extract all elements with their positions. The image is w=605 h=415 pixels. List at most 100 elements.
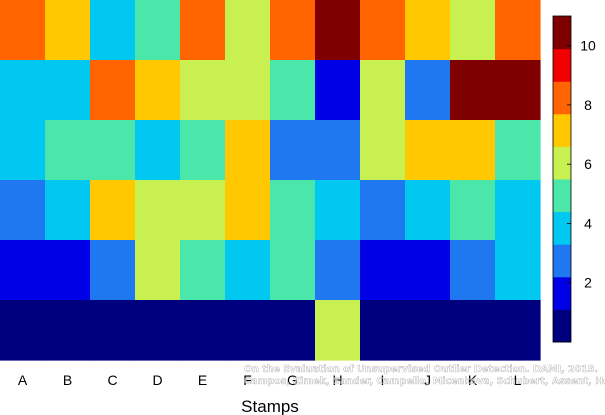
heatmap-cell-A-row2 bbox=[0, 60, 46, 121]
heatmap-cell-J-row2 bbox=[405, 60, 451, 121]
heatmap-cell-H-row2 bbox=[315, 60, 361, 121]
x-tick-label: F bbox=[243, 372, 252, 388]
heatmap-cell-D-row3 bbox=[135, 120, 181, 181]
heatmap-cell-J-row1 bbox=[405, 0, 451, 61]
heatmap-cell-L-row4 bbox=[495, 180, 541, 241]
heatmap-cell-G-row1 bbox=[270, 0, 316, 61]
heatmap-cell-C-row3 bbox=[90, 120, 136, 181]
heatmap-cell-L-row6 bbox=[495, 300, 541, 361]
heatmap-cell-H-row4 bbox=[315, 180, 361, 241]
x-tick-label: I bbox=[381, 372, 385, 388]
x-tick-label: L bbox=[514, 372, 522, 388]
heatmap-cell-E-row2 bbox=[180, 60, 226, 121]
colorbar-tick-label: 4 bbox=[584, 215, 592, 231]
colorbar-segment bbox=[553, 81, 571, 115]
heatmap-cell-B-row1 bbox=[45, 0, 91, 61]
heatmap-cell-G-row2 bbox=[270, 60, 316, 121]
heatmap-cell-I-row4 bbox=[360, 180, 406, 241]
x-tick-label: D bbox=[152, 372, 162, 388]
heatmap-cell-L-row3 bbox=[495, 120, 541, 181]
heatmap-cell-K-row3 bbox=[450, 120, 496, 181]
colorbar-segment bbox=[553, 146, 571, 180]
watermark-line-2: Campos, Zimek, Sander, Campello, Micenko… bbox=[244, 376, 605, 387]
heatmap-cell-J-row4 bbox=[405, 180, 451, 241]
colorbar-segment bbox=[553, 113, 571, 147]
heatmap-cell-K-row2 bbox=[450, 60, 496, 121]
colorbar-frame bbox=[552, 15, 572, 343]
colorbar-tick-label: 2 bbox=[584, 275, 592, 291]
x-tick-labels: A B C D E F G H I J K L bbox=[18, 372, 522, 388]
heatmap-cells bbox=[0, 0, 541, 361]
heatmap-cell-H-row3 bbox=[315, 120, 361, 181]
watermark-line-1: On the Evaluation of Unsupervised Outlie… bbox=[244, 364, 598, 375]
heatmap-cell-C-row5 bbox=[90, 240, 136, 301]
heatmap-cell-K-row5 bbox=[450, 240, 496, 301]
heatmap-cell-A-row4 bbox=[0, 180, 46, 241]
heatmap-cell-L-row5 bbox=[495, 240, 541, 301]
heatmap-cell-F-row4 bbox=[225, 180, 271, 241]
heatmap-cell-H-row6 bbox=[315, 300, 361, 361]
heatmap-cell-G-row6 bbox=[270, 300, 316, 361]
colorbar-tick-labels: 2 4 6 8 10 bbox=[567, 38, 596, 291]
heatmap-cell-F-row1 bbox=[225, 0, 271, 61]
x-tick-label: E bbox=[198, 372, 207, 388]
heatmap-cell-L-row1 bbox=[495, 0, 541, 61]
heatmap-cell-A-row3 bbox=[0, 120, 46, 181]
heatmap-cell-D-row5 bbox=[135, 240, 181, 301]
heatmap-cell-G-row3 bbox=[270, 120, 316, 181]
heatmap-cell-H-row1 bbox=[315, 0, 361, 61]
colorbar-tick-label: 10 bbox=[580, 38, 596, 54]
heatmap-cell-E-row4 bbox=[180, 180, 226, 241]
heatmap-cell-F-row2 bbox=[225, 60, 271, 121]
colorbar-segment bbox=[553, 244, 571, 278]
heatmap-cell-A-row1 bbox=[0, 0, 46, 61]
x-tick-label: B bbox=[63, 372, 72, 388]
colorbar-tick-label: 6 bbox=[584, 156, 592, 172]
heatmap-cell-J-row3 bbox=[405, 120, 451, 181]
heatmap-cell-B-row3 bbox=[45, 120, 91, 181]
heatmap-cell-F-row3 bbox=[225, 120, 271, 181]
heatmap-cell-J-row6 bbox=[405, 300, 451, 361]
heatmap-cell-L-row2 bbox=[495, 60, 541, 121]
heatmap-cell-I-row6 bbox=[360, 300, 406, 361]
heatmap-cell-D-row1 bbox=[135, 0, 181, 61]
colorbar-segment bbox=[553, 179, 571, 213]
colorbar-tick-label: 8 bbox=[584, 97, 592, 113]
heatmap-cell-C-row4 bbox=[90, 180, 136, 241]
heatmap-cell-K-row4 bbox=[450, 180, 496, 241]
heatmap-cell-D-row2 bbox=[135, 60, 181, 121]
heatmap-cell-K-row1 bbox=[450, 0, 496, 61]
heatmap-cell-B-row5 bbox=[45, 240, 91, 301]
heatmap-cell-K-row6 bbox=[450, 300, 496, 361]
colorbar-segment bbox=[553, 309, 571, 343]
heatmap-cell-B-row4 bbox=[45, 180, 91, 241]
heatmap-cell-F-row6 bbox=[225, 300, 271, 361]
heatmap-cell-B-row2 bbox=[45, 60, 91, 121]
heatmap-cell-I-row3 bbox=[360, 120, 406, 181]
x-axis-title: Stamps bbox=[241, 397, 299, 415]
x-tick-label: G bbox=[287, 372, 298, 388]
heatmap-cell-I-row1 bbox=[360, 0, 406, 61]
heatmap-cell-B-row6 bbox=[45, 300, 91, 361]
heatmap-cell-I-row2 bbox=[360, 60, 406, 121]
heatmap-cell-C-row2 bbox=[90, 60, 136, 121]
heatmap-cell-E-row6 bbox=[180, 300, 226, 361]
x-tick-label: C bbox=[107, 372, 117, 388]
heatmap-cell-E-row5 bbox=[180, 240, 226, 301]
heatmap-cell-D-row6 bbox=[135, 300, 181, 361]
colorbar-segment bbox=[553, 48, 571, 82]
heatmap-cell-G-row4 bbox=[270, 180, 316, 241]
heatmap-cell-C-row1 bbox=[90, 0, 136, 61]
colorbar-segment bbox=[553, 211, 571, 245]
heatmap-cell-J-row5 bbox=[405, 240, 451, 301]
colorbar bbox=[552, 15, 572, 343]
heatmap-cell-F-row5 bbox=[225, 240, 271, 301]
x-tick-label: H bbox=[332, 372, 342, 388]
x-tick-label: J bbox=[424, 372, 431, 388]
heatmap-cell-C-row6 bbox=[90, 300, 136, 361]
heatmap-cell-E-row3 bbox=[180, 120, 226, 181]
x-tick-label: K bbox=[468, 372, 478, 388]
heatmap-cell-I-row5 bbox=[360, 240, 406, 301]
heatmap-cell-E-row1 bbox=[180, 0, 226, 61]
